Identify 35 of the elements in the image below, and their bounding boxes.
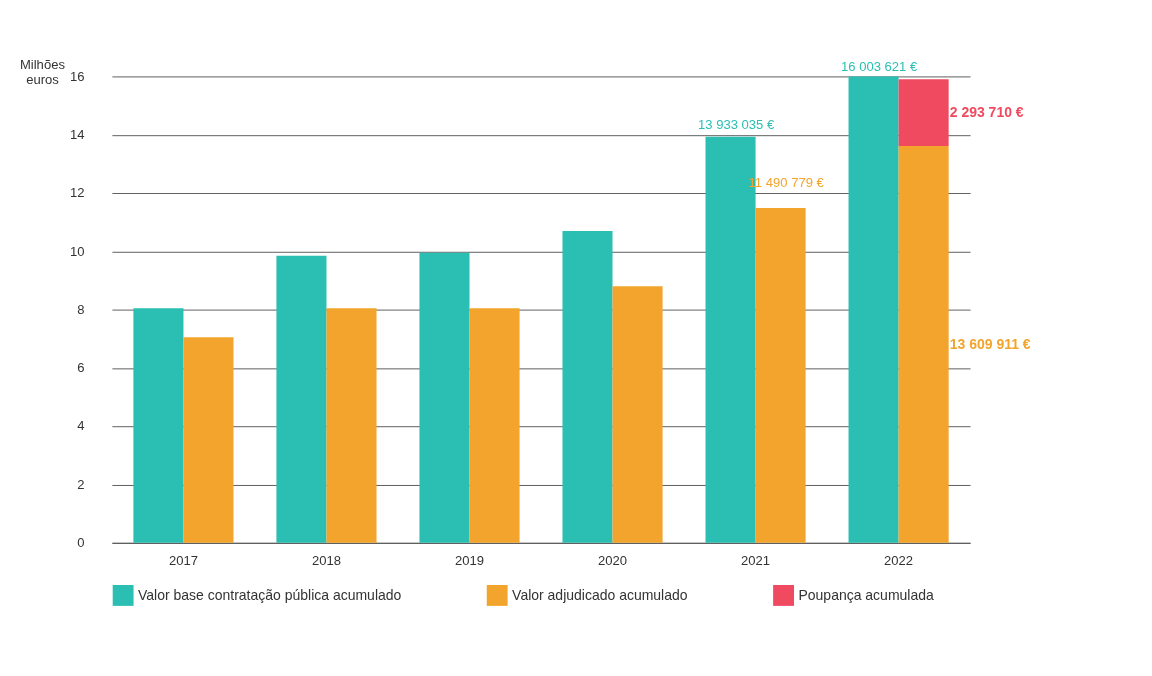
bar (848, 76, 899, 543)
bar (562, 230, 613, 543)
y-tick-label: 4 (77, 418, 85, 434)
y-tick-label: 16 (69, 68, 85, 84)
y-tick-label: 0 (77, 535, 85, 551)
y-axis-title: Milhões euros (19, 57, 66, 88)
y-tick-label: 14 (69, 126, 85, 142)
legend-label: Valor adjudicado acumulado (512, 587, 688, 604)
bar (755, 207, 806, 543)
legend-label: Valor base contratação pública acumulado (138, 587, 402, 604)
x-tick-label: 2019 (454, 552, 485, 568)
annotation: 2 293 710 € (949, 104, 1024, 121)
annotation: 13 609 911 € (949, 336, 1031, 353)
bar (276, 255, 327, 543)
y-tick-label: 2 (77, 476, 85, 492)
bar (183, 337, 234, 543)
bar (469, 308, 520, 543)
x-tick-label: 2018 (311, 552, 341, 568)
bar (898, 146, 949, 543)
bar (612, 286, 663, 543)
annotation: 16 003 621 € (841, 58, 918, 74)
x-tick-label: 2021 (741, 552, 771, 568)
x-tick-label: 2022 (884, 552, 914, 568)
y-tick-label: 6 (77, 360, 85, 376)
y-tick-label: 8 (77, 301, 85, 317)
bar (326, 308, 377, 543)
bar (133, 308, 184, 543)
y-tick-label: 12 (69, 185, 85, 201)
bar (898, 79, 949, 147)
y-tick-label: 10 (69, 243, 85, 259)
bar (419, 252, 470, 543)
annotation: 13 933 035 € (698, 117, 775, 133)
legend-label: Poupança acumulada (798, 587, 934, 604)
x-tick-label: 2017 (168, 552, 198, 568)
x-tick-label: 2020 (598, 552, 628, 568)
